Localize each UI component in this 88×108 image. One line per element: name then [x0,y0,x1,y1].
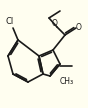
Text: Cl: Cl [6,17,14,26]
Text: O: O [52,18,58,28]
Text: CH₃: CH₃ [60,78,74,87]
Text: O: O [76,22,82,32]
